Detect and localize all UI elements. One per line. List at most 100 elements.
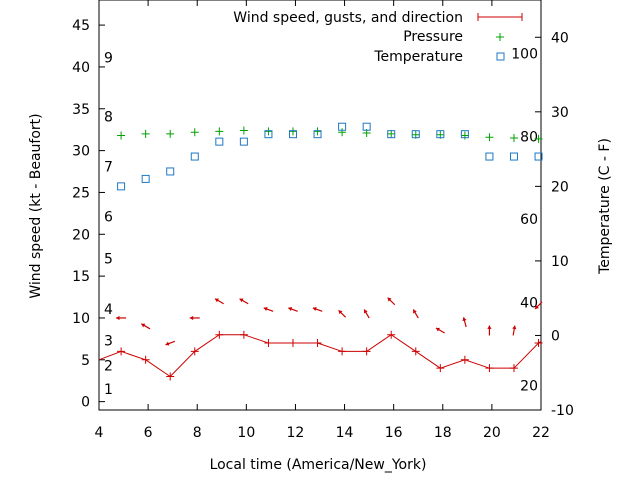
wind-direction-arrowhead bbox=[116, 315, 120, 321]
wind-direction-arrowhead bbox=[165, 341, 170, 346]
temperature-point bbox=[215, 137, 224, 146]
y-right-tick-label: 40 bbox=[551, 30, 569, 46]
pressure-point bbox=[534, 134, 543, 143]
beaufort-label: 3 bbox=[104, 334, 113, 350]
temperature-point bbox=[313, 130, 322, 139]
legend: Wind speed, gusts, and direction Pressur… bbox=[233, 10, 523, 65]
wind-direction-arrowhead bbox=[413, 309, 417, 314]
y-right-axis: -10 0 10 20 30 40 bbox=[535, 30, 574, 419]
beaufort-label: 9 bbox=[104, 51, 113, 67]
wind-direction-arrowhead bbox=[363, 309, 368, 314]
temperature-point bbox=[288, 130, 297, 139]
wind-speed-point bbox=[190, 347, 199, 356]
pressure-point bbox=[190, 128, 199, 137]
beaufort-label: 8 bbox=[104, 109, 113, 125]
y-left-tick-label: 20 bbox=[72, 227, 90, 243]
x-tick-label: 14 bbox=[336, 425, 354, 441]
pressure-point bbox=[338, 128, 347, 137]
wind-direction-arrowhead bbox=[512, 325, 517, 330]
fahrenheit-label: 60 bbox=[520, 212, 538, 228]
temperature-point bbox=[387, 130, 396, 139]
x-tick-label: 10 bbox=[237, 425, 255, 441]
wind-direction-arrowhead bbox=[312, 307, 317, 312]
wind-speed-point bbox=[313, 339, 322, 348]
y-left-tick-label: 35 bbox=[72, 102, 90, 118]
beaufort-label: 5 bbox=[104, 252, 113, 268]
fahrenheit-label: 80 bbox=[520, 129, 538, 145]
x-tick-label: 20 bbox=[483, 425, 501, 441]
wind-speed-point bbox=[117, 347, 126, 356]
legend-temperature-label: Temperature bbox=[373, 49, 463, 65]
temperature-point bbox=[141, 174, 150, 183]
temperature-point bbox=[166, 167, 175, 176]
pressure-point bbox=[166, 129, 175, 138]
y-left-axis: 0 5 10 15 20 25 30 35 40 45 bbox=[72, 18, 105, 411]
beaufort-label: 1 bbox=[104, 382, 113, 398]
y-right-axis-label: Temperature (C - F) bbox=[597, 138, 613, 275]
wind-speed-point bbox=[362, 347, 371, 356]
y-right-tick-label: 30 bbox=[551, 105, 569, 121]
wind-direction-arrowhead bbox=[462, 317, 467, 322]
beaufort-scale: 1 2 3 4 5 6 7 8 9 bbox=[104, 51, 113, 398]
y-left-tick-label: 30 bbox=[72, 144, 90, 160]
wind-direction-arrowhead bbox=[141, 323, 146, 328]
wind-direction-arrowhead bbox=[288, 307, 293, 312]
pressure-point bbox=[509, 134, 518, 143]
wind-direction-arrowhead bbox=[387, 297, 392, 302]
temperature-point bbox=[485, 152, 494, 161]
temperature-point bbox=[239, 137, 248, 146]
pressure-point bbox=[485, 133, 494, 142]
temperature-point bbox=[264, 130, 273, 139]
beaufort-label: 6 bbox=[104, 210, 113, 226]
temperature-point bbox=[460, 130, 469, 139]
pressure-point bbox=[215, 127, 224, 136]
x-tick-label: 8 bbox=[193, 425, 202, 441]
wind-speed-point bbox=[288, 339, 297, 348]
wind-speed-point bbox=[509, 364, 518, 373]
x-tick-label: 18 bbox=[434, 425, 452, 441]
wind-speed-point bbox=[166, 372, 175, 381]
y-left-tick-label: 45 bbox=[72, 18, 90, 34]
x-tick-label: 6 bbox=[144, 425, 153, 441]
wind-speed-point bbox=[338, 347, 347, 356]
temperature-point bbox=[362, 122, 371, 131]
wind-direction-arrowhead bbox=[338, 310, 343, 315]
wind-direction-arrowhead bbox=[189, 315, 194, 321]
y-left-tick-label: 10 bbox=[72, 311, 90, 327]
y-right-tick-label: 20 bbox=[551, 179, 569, 195]
wind-speed-line bbox=[98, 334, 542, 378]
x-tick-label: 4 bbox=[95, 425, 104, 441]
wind-direction-arrowhead bbox=[263, 307, 268, 312]
fahrenheit-label: 20 bbox=[520, 378, 538, 394]
temperature-point bbox=[338, 122, 347, 131]
x-tick-label: 16 bbox=[385, 425, 403, 441]
fahrenheit-label: 40 bbox=[520, 296, 538, 312]
series-marks bbox=[98, 122, 543, 381]
pressure-point bbox=[313, 127, 322, 136]
wind-speed-point bbox=[460, 355, 469, 364]
pressure-point bbox=[117, 131, 126, 140]
pressure-point bbox=[288, 127, 297, 136]
wind-speed-point bbox=[534, 339, 543, 348]
y-left-tick-label: 0 bbox=[81, 395, 90, 411]
pressure-point bbox=[239, 126, 248, 135]
legend-pressure-marker bbox=[496, 33, 504, 41]
y-right-tick-label: 0 bbox=[551, 328, 560, 344]
y-left-axis-label: Wind speed (kt - Beaufort) bbox=[28, 113, 44, 298]
fahrenheit-label: 100 bbox=[511, 47, 538, 63]
plot-frame bbox=[98, 0, 542, 411]
wind-speed-point bbox=[141, 355, 150, 364]
x-axis: 4 6 8 10 12 14 16 18 20 22 bbox=[95, 0, 550, 441]
wind-direction-arrowhead bbox=[239, 298, 244, 303]
x-axis-label: Local time (America/New_York) bbox=[210, 457, 427, 473]
wind-speed-point bbox=[215, 330, 224, 339]
beaufort-label: 7 bbox=[104, 160, 113, 176]
temperature-point bbox=[436, 130, 445, 139]
pressure-point bbox=[460, 131, 469, 140]
fahrenheit-scale: 20 40 60 80 100 bbox=[511, 47, 538, 395]
wind-direction-arrowhead bbox=[487, 325, 492, 329]
y-left-tick-label: 5 bbox=[81, 353, 90, 369]
beaufort-label: 4 bbox=[104, 302, 113, 318]
wind-direction-arrowhead bbox=[214, 298, 219, 303]
